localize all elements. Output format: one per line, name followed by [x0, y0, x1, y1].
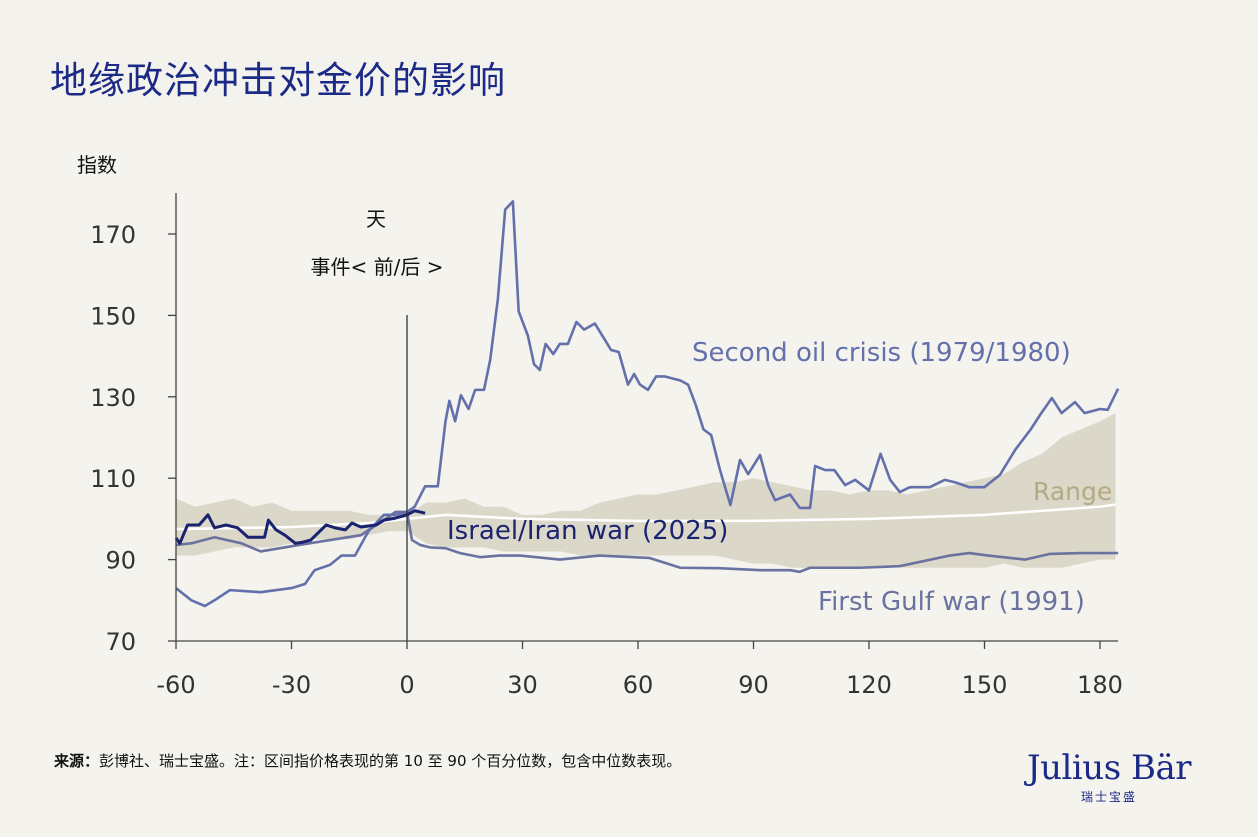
chart-title: 地缘政治冲击对金价的影响	[50, 59, 506, 102]
y-tick-label: 150	[90, 302, 136, 330]
x-tick-label: 90	[738, 671, 769, 699]
label-first-gulf-war: First Gulf war (1991)	[818, 587, 1085, 617]
x-tick-label: -60	[156, 671, 195, 699]
x-axis-label-sub: 事件< 前/后 >	[311, 255, 444, 279]
y-tick-label: 110	[90, 465, 136, 493]
y-axis-label: 指数	[77, 153, 117, 177]
y-tick-label: 90	[105, 547, 136, 575]
logo-subtitle: 瑞士宝盛	[1080, 790, 1137, 804]
series-israel-iran	[174, 509, 426, 545]
footnote: 来源：彭博社、瑞士宝盛。注：区间指价格表现的第 10 至 90 个百分位数，包含…	[54, 750, 681, 771]
y-tick-label: 130	[90, 384, 136, 412]
footnote-label: 来源：	[54, 752, 100, 770]
y-tick-label: 170	[90, 221, 136, 249]
julius-baer-logo: Julius Bär 瑞士宝盛	[1018, 748, 1200, 805]
label-range: Range	[1033, 477, 1112, 506]
logo-name: Julius Bär	[1027, 748, 1191, 788]
label-israel-iran: Israel/Iran war (2025)	[447, 516, 728, 546]
x-tick-label: 150	[962, 671, 1008, 699]
label-second-oil-crisis: Second oil crisis (1979/1980)	[692, 338, 1071, 368]
x-tick-label: -30	[272, 671, 311, 699]
x-tick-label: 0	[399, 671, 414, 699]
series-first-gulf-war	[175, 510, 1119, 574]
x-tick-label: 60	[623, 671, 654, 699]
x-tick-label: 120	[846, 671, 892, 699]
x-tick-label: 180	[1077, 671, 1123, 699]
x-tick-label: 30	[507, 671, 538, 699]
footnote-text: 彭博社、瑞士宝盛。注：区间指价格表现的第 10 至 90 个百分位数，包含中位数…	[99, 752, 682, 770]
y-tick-label: 70	[105, 628, 136, 656]
x-axis-label-top: 天	[366, 207, 386, 231]
